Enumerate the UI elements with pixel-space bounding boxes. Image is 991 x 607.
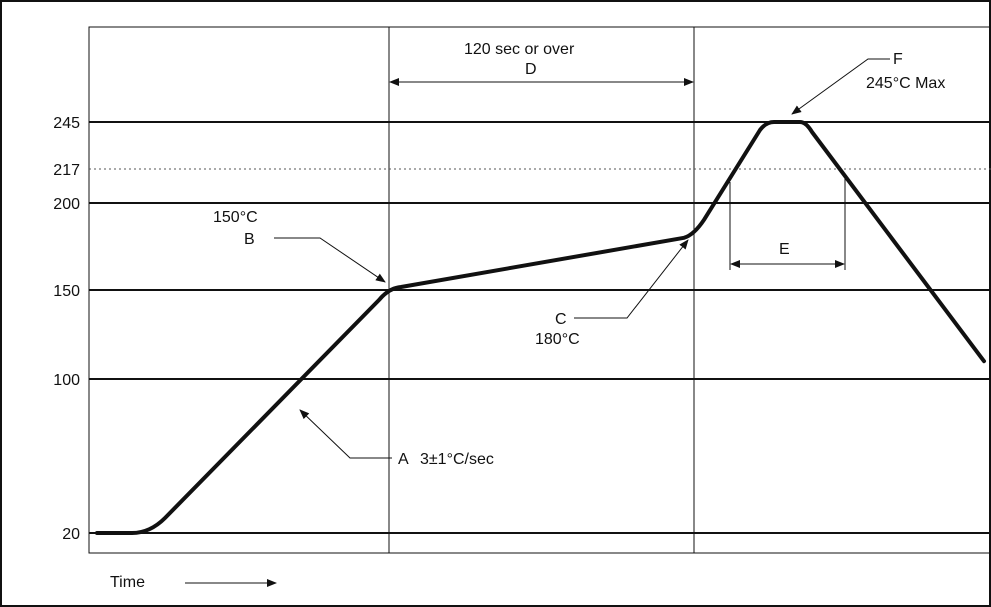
annotation-a-letter: A (398, 451, 409, 468)
y-tick-label-245: 245 (53, 115, 80, 132)
temperature-profile-line (95, 120, 986, 535)
y-tick-labels: 20 100 150 200 217 245 (53, 115, 80, 543)
annotation-d-text: 120 sec or over (464, 41, 575, 58)
annotation-c-temp: 180°C (535, 331, 580, 348)
x-axis-label: Time (110, 574, 145, 591)
annotation-f-letter: F (893, 51, 903, 68)
annotation-b-leader (274, 237, 386, 283)
annotation-e-letter: E (779, 241, 790, 258)
annotation-a-text: 3±1°C/sec (420, 451, 494, 468)
annotation-c-letter: C (555, 311, 567, 328)
annotation-c-leader (574, 239, 689, 319)
y-tick-label-200: 200 (53, 196, 80, 213)
y-tick-label-20: 20 (62, 526, 80, 543)
horizontal-gridlines (89, 121, 991, 534)
annotation-b-temp: 150°C (213, 209, 258, 226)
annotation-a-leader (299, 409, 392, 459)
y-tick-label-150: 150 (53, 283, 80, 300)
annotation-b-letter: B (244, 231, 255, 248)
annotation-f-leader (791, 58, 890, 115)
y-tick-label-100: 100 (53, 372, 80, 389)
annotation-f-text: 245°C Max (866, 75, 945, 92)
y-tick-label-217: 217 (53, 162, 80, 179)
annotation-d-letter: D (525, 61, 537, 78)
